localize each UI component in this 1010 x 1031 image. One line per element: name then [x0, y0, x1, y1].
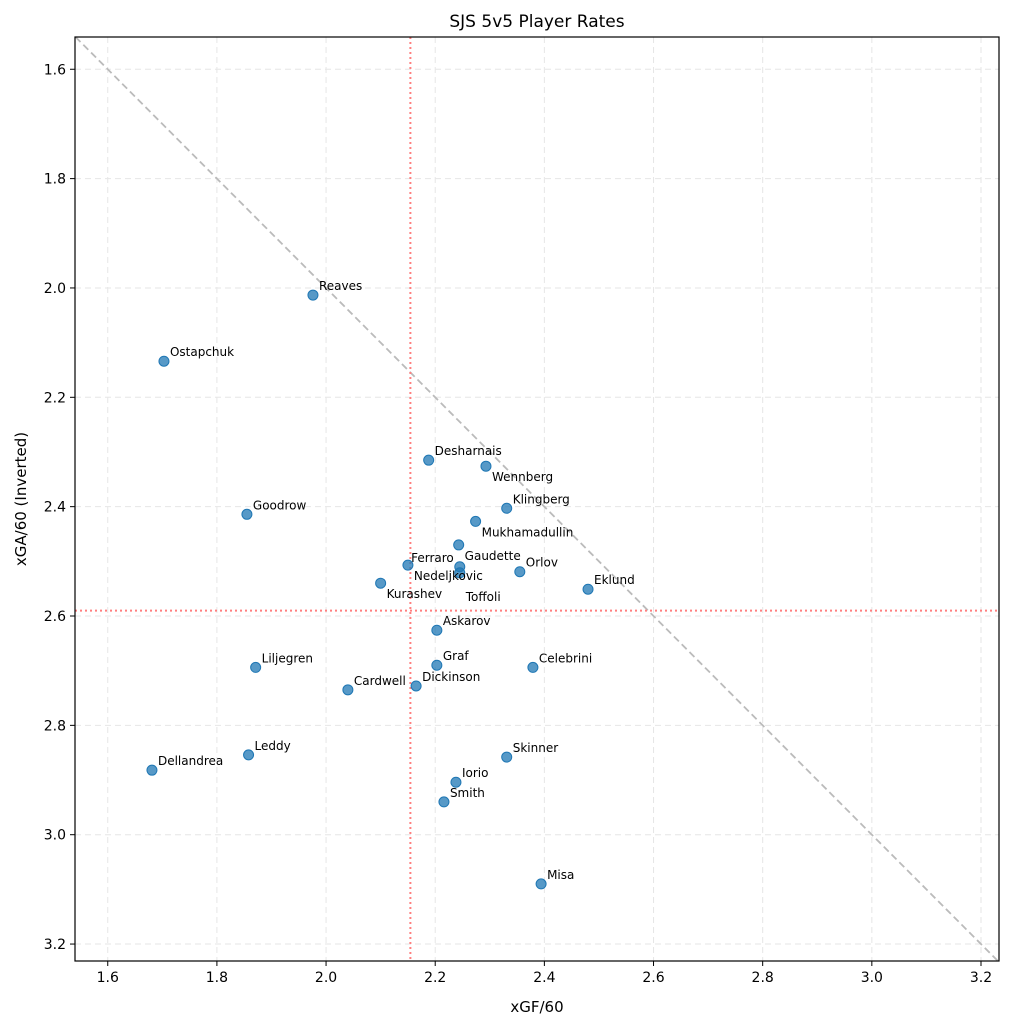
diagonal-line: [74, 36, 999, 962]
x-tick-label: 1.8: [206, 970, 228, 986]
point-label: Misa: [547, 868, 574, 882]
data-point: [501, 502, 513, 514]
grid: [75, 37, 999, 961]
point-label: Nedeljkovic: [414, 569, 483, 583]
point-label: Kurashev: [387, 587, 443, 601]
y-tick-label: 2.4: [44, 500, 66, 516]
point-label: Smith: [450, 786, 485, 800]
y-tick-label: 2.2: [44, 390, 66, 406]
data-point: [146, 764, 158, 776]
data-point: [535, 878, 547, 890]
data-point: [470, 515, 482, 527]
y-tick-label: 2.0: [44, 281, 66, 297]
point-label: Leddy: [255, 739, 291, 753]
data-point: [241, 508, 253, 520]
data-point: [454, 567, 466, 579]
point-label: Ferraro: [411, 551, 454, 565]
data-point: [582, 583, 594, 595]
x-tick-label: 2.4: [533, 970, 555, 986]
x-tick-label: 2.0: [315, 970, 337, 986]
point-label: Liljegren: [262, 651, 313, 665]
point-label: Celebrini: [539, 651, 592, 665]
point-label: Eklund: [594, 573, 635, 587]
data-point: [410, 680, 422, 692]
data-point: [158, 355, 170, 367]
y-tick-label: 2.8: [44, 718, 66, 734]
point-label: Mukhamadullin: [482, 525, 574, 539]
point-label: Skinner: [513, 741, 558, 755]
point-label: Dickinson: [422, 670, 480, 684]
data-point: [375, 577, 387, 589]
x-tick-label: 3.2: [970, 970, 992, 986]
y-tick-label: 1.6: [44, 62, 66, 78]
data-point: [514, 566, 526, 578]
point-label: Cardwell: [354, 674, 406, 688]
x-tick-label: 2.6: [642, 970, 664, 986]
y-tick-label: 3.2: [44, 937, 66, 953]
point-label: Klingberg: [513, 492, 570, 506]
data-points: Reaves Ostapchuk Desharnais Wennberg Goodrow…: [146, 279, 635, 890]
x-tick-label: 1.6: [97, 970, 119, 986]
x-tick-label: 3.0: [861, 970, 883, 986]
x-tick-label: 2.2: [424, 970, 446, 986]
y-tick-label: 2.6: [44, 609, 66, 625]
data-point: [431, 659, 443, 671]
data-point: [450, 776, 462, 788]
axis-ticks: 1.6 1.8 2.0 2.2 2.4 2.6 2.8 3.0 3.2 1.6 1.8 2.0 2.2 2…: [44, 62, 992, 986]
data-point: [527, 661, 539, 673]
point-label: Ostapchuk: [170, 345, 234, 359]
point-label: Wennberg: [492, 470, 553, 484]
point-label: Graf: [443, 649, 470, 663]
reference-lines: [74, 36, 999, 962]
point-label: Goodrow: [253, 498, 307, 512]
data-point: [501, 751, 513, 763]
data-point: [480, 460, 492, 472]
data-point: [342, 684, 354, 696]
data-point: [423, 454, 435, 466]
plot-frame: [74, 36, 1000, 962]
data-point: [438, 796, 450, 808]
data-point: [402, 559, 414, 571]
data-point: [250, 661, 262, 673]
y-axis-label: xGA/60 (Inverted): [12, 432, 30, 566]
y-tick-label: 3.0: [44, 828, 66, 844]
data-point: [307, 289, 319, 301]
data-point: [431, 624, 443, 636]
point-label: Desharnais: [435, 444, 502, 458]
x-axis-label: xGF/60: [510, 998, 563, 1016]
point-label: Dellandrea: [158, 754, 223, 768]
data-point: [453, 539, 465, 551]
chart-title: SJS 5v5 Player Rates: [449, 12, 624, 32]
data-point: [243, 749, 255, 761]
point-label: Askarov: [443, 614, 491, 628]
point-label: Iorio: [462, 766, 489, 780]
y-tick-label: 1.8: [44, 172, 66, 188]
point-label: Toffoli: [465, 590, 501, 604]
point-label: Orlov: [526, 556, 558, 570]
x-tick-label: 2.8: [752, 970, 774, 986]
point-label: Reaves: [319, 279, 362, 293]
point-label: Gaudette: [465, 549, 521, 563]
